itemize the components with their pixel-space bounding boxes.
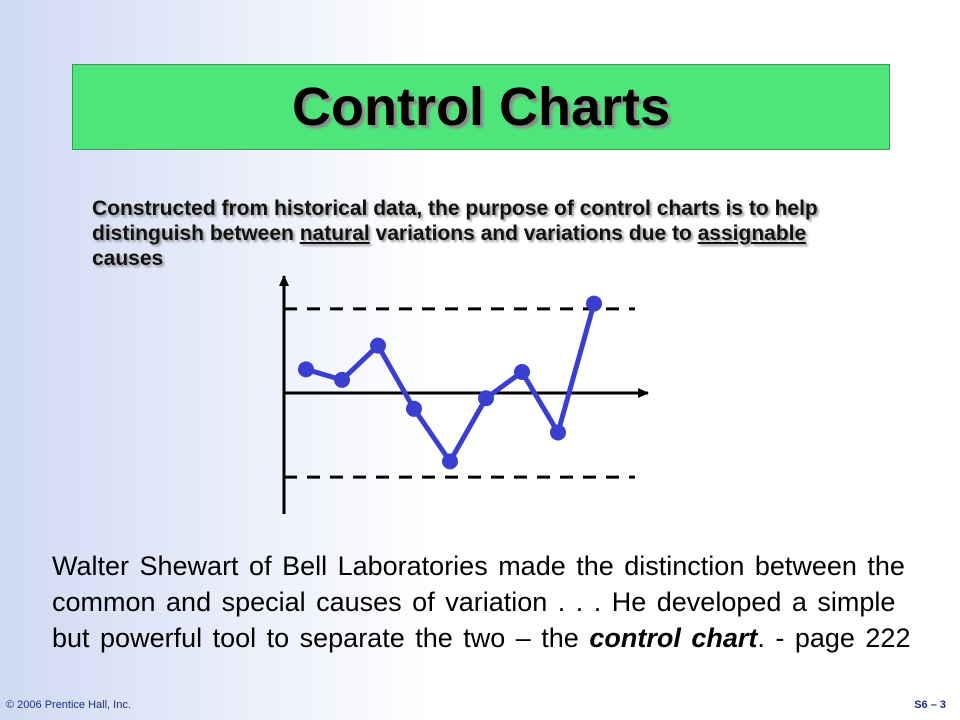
data-point <box>334 371 350 388</box>
data-point <box>586 295 602 312</box>
data-point <box>514 363 530 380</box>
data-point <box>478 390 494 407</box>
data-point <box>550 424 566 441</box>
intro-text-1: Constructed from historical data, the pu… <box>92 197 818 245</box>
copyright-notice: © 2006 Prentice Hall, Inc. <box>6 699 131 711</box>
slide-number: S6 – 3 <box>914 699 946 711</box>
body-paragraph: Walter Shewart of Bell Laboratories made… <box>52 548 932 656</box>
control-chart-term: control chart <box>589 623 758 653</box>
data-point <box>370 337 386 354</box>
data-point <box>442 453 458 470</box>
intro-text-3: causes <box>92 247 164 270</box>
natural-term: natural <box>299 222 370 245</box>
body-text-2: . - page 222 <box>757 623 911 653</box>
data-point <box>298 361 314 378</box>
intro-text-2: variations and variations due to <box>369 222 698 245</box>
assignable-term: assignable <box>697 222 807 245</box>
control-chart <box>279 275 649 514</box>
intro-paragraph: Constructed from historical data, the pu… <box>92 196 872 271</box>
title-banner: Control Charts <box>72 64 890 150</box>
body-text-1: Walter Shewart of Bell Laboratories made… <box>52 551 905 653</box>
data-point <box>406 400 422 417</box>
slide-title: Control Charts <box>292 77 670 137</box>
